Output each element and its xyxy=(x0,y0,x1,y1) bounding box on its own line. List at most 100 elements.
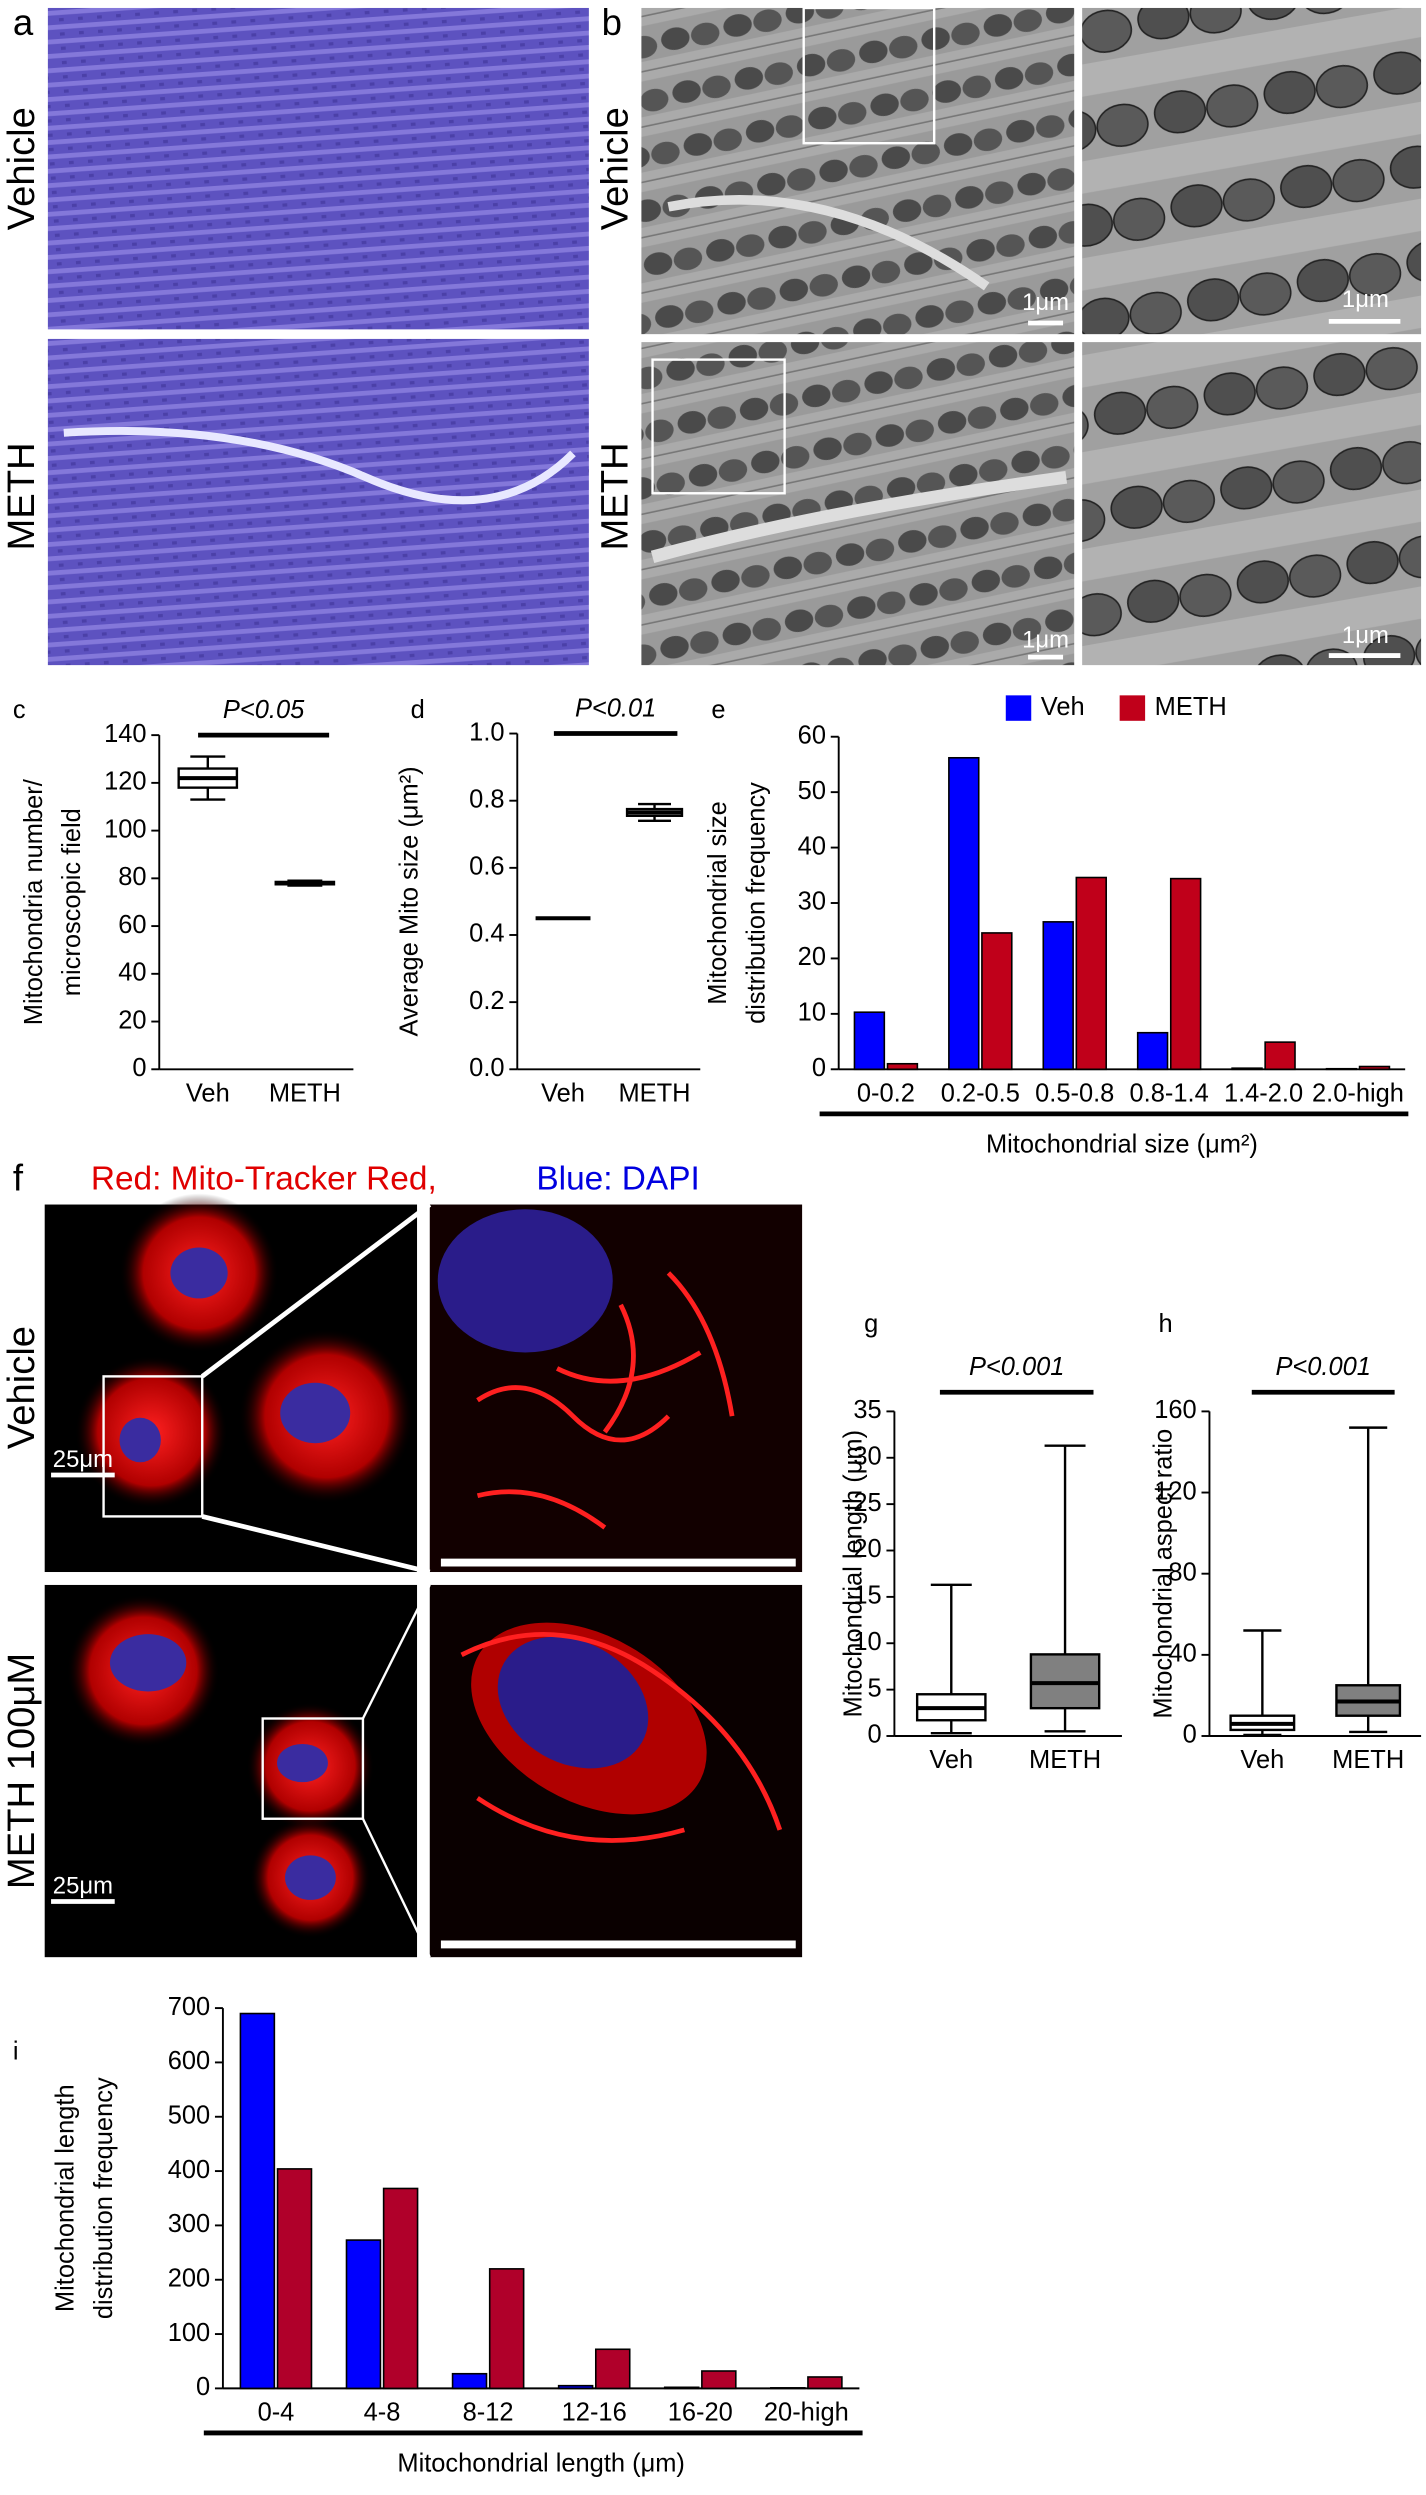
legend-label: Veh xyxy=(1041,693,1085,721)
row-label: METH 100μM xyxy=(0,1653,43,1889)
em-image xyxy=(641,342,1075,666)
bar xyxy=(1264,1041,1296,1071)
x-tick-label: METH xyxy=(1029,1746,1101,1774)
panel-label: a xyxy=(13,2,34,43)
cells xyxy=(66,1193,783,1939)
bar xyxy=(451,2372,488,2390)
bar xyxy=(770,2387,806,2390)
y-tick-label: 60 xyxy=(798,721,826,749)
bar xyxy=(594,2348,631,2390)
scale-label: 25μm xyxy=(53,1872,113,1899)
scale-label: 1μm xyxy=(1342,622,1389,649)
y-tick-label: 120 xyxy=(104,768,146,796)
y-tick-label: 80 xyxy=(118,863,146,891)
bar xyxy=(853,1011,886,1071)
y-tick-label: 35 xyxy=(853,1396,881,1424)
x-tick-label: METH xyxy=(269,1079,341,1107)
y-tick-label: 30 xyxy=(853,1442,881,1470)
y-axis-label: Mitochondrial length xyxy=(52,2084,80,2312)
y-tick-label: 500 xyxy=(168,2101,210,2129)
x-tick-label: 8-12 xyxy=(463,2399,514,2427)
x-tick-label: 0.2-0.5 xyxy=(941,1079,1020,1107)
y-axis-label: Mitochondrial length (μm) xyxy=(839,1430,867,1718)
y-tick-label: 400 xyxy=(168,2156,210,2184)
y-tick-label: 0 xyxy=(196,2373,210,2401)
panel-label: h xyxy=(1159,1310,1173,1338)
y-tick-label: 0.6 xyxy=(469,853,504,881)
bar xyxy=(701,2370,737,2390)
y-tick-label: 1.0 xyxy=(469,718,504,746)
y-axis-label: Average Mito size (μm²) xyxy=(395,766,423,1036)
bar xyxy=(1358,1065,1391,1071)
panel-label: i xyxy=(13,2037,19,2065)
zoom-line xyxy=(201,1514,431,1575)
panel-label: b xyxy=(602,2,622,43)
histology-image xyxy=(47,7,589,330)
y-tick-label: 200 xyxy=(168,2264,210,2292)
y-axis-label: Mitochondria number/ xyxy=(20,778,48,1025)
y-tick-label: 0.8 xyxy=(469,785,504,813)
y-tick-label: 60 xyxy=(118,911,146,939)
bar xyxy=(488,2268,525,2390)
x-tick-label: Veh xyxy=(541,1079,585,1107)
significance-label: P<0.05 xyxy=(223,696,305,724)
bar xyxy=(1231,1067,1263,1071)
y-tick-label: 600 xyxy=(168,2047,210,2075)
zoom-box xyxy=(651,358,786,495)
y-axis-label: distribution frequency xyxy=(742,782,770,1024)
zoom-box xyxy=(102,1375,204,1518)
x-tick-label: 0-0.2 xyxy=(857,1079,915,1107)
y-tick-label: 100 xyxy=(168,2319,210,2347)
y-tick-label: 0 xyxy=(132,1054,146,1082)
zoom-box xyxy=(802,6,936,145)
bar xyxy=(948,756,980,1071)
y-tick-label: 160 xyxy=(1154,1396,1196,1424)
legend-swatch xyxy=(1005,695,1032,721)
y-tick-label: 80 xyxy=(1168,1558,1196,1586)
x-tick-label: Veh xyxy=(1240,1746,1284,1774)
x-tick-label: Veh xyxy=(186,1079,230,1107)
scale-label: 1μm xyxy=(1022,289,1069,316)
y-tick-label: 40 xyxy=(1168,1640,1196,1668)
zoom-line xyxy=(361,1584,431,1720)
y-tick-label: 30 xyxy=(798,888,826,916)
bar xyxy=(345,2239,382,2390)
histology-image xyxy=(47,338,589,666)
x-tick-label: 2.0-high xyxy=(1312,1079,1404,1107)
zoom-line xyxy=(200,1202,432,1379)
row-label: Vehicle xyxy=(0,107,43,230)
bar xyxy=(807,2376,843,2390)
panel-label: f xyxy=(13,1157,24,1198)
y-tick-label: 10 xyxy=(853,1628,881,1656)
row-label: Vehicle xyxy=(594,107,637,230)
y-tick-label: 15 xyxy=(853,1582,881,1610)
bar xyxy=(1136,1031,1169,1071)
y-tick-label: 25 xyxy=(853,1489,881,1517)
legend-swatch xyxy=(1119,695,1146,721)
x-tick-label: 12-16 xyxy=(562,2399,627,2427)
em-image xyxy=(1082,7,1422,335)
bar xyxy=(239,2012,276,2390)
y-tick-label: 0.2 xyxy=(469,987,504,1015)
em-image xyxy=(641,7,1075,335)
bar xyxy=(1325,1067,1358,1071)
panel-label: d xyxy=(411,696,425,724)
y-tick-label: 5 xyxy=(868,1674,882,1702)
bar xyxy=(557,2384,594,2390)
y-tick-label: 0 xyxy=(812,1054,826,1082)
y-tick-label: 20 xyxy=(118,1006,146,1034)
em-image xyxy=(1082,342,1422,666)
tissue-gap xyxy=(63,426,576,505)
bar xyxy=(886,1062,919,1071)
y-tick-label: 40 xyxy=(118,959,146,987)
figure-title: Blue: DAPI xyxy=(536,1160,699,1197)
y-tick-label: 140 xyxy=(104,720,146,748)
x-tick-label: 20-high xyxy=(764,2399,849,2427)
significance-label: P<0.001 xyxy=(969,1353,1064,1381)
x-tick-label: METH xyxy=(1332,1746,1404,1774)
y-tick-label: 300 xyxy=(168,2210,210,2238)
zoom-line xyxy=(361,1818,431,1958)
x-tick-label: 0.8-1.4 xyxy=(1130,1079,1209,1107)
scale-label: 25μm xyxy=(53,1446,113,1473)
y-axis-label: Mitochondrial size xyxy=(704,801,732,1005)
